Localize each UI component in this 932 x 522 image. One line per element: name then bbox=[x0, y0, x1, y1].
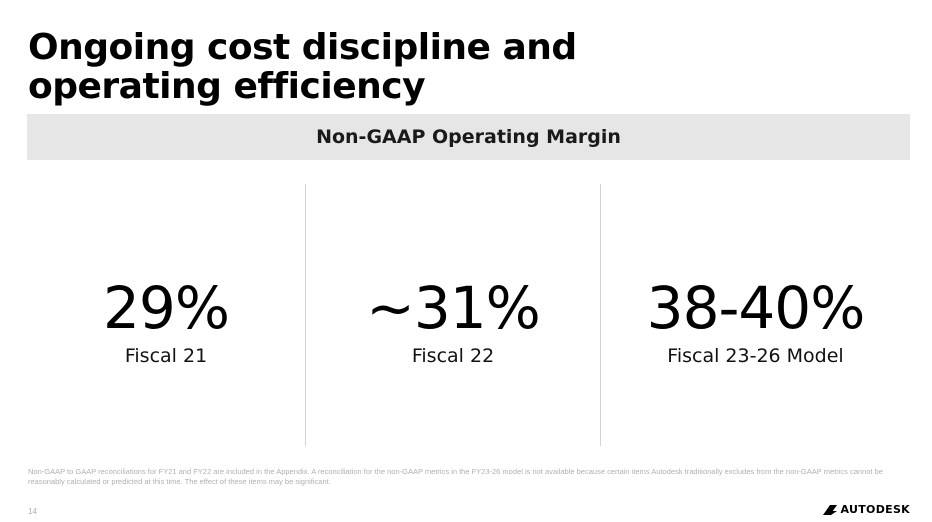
brand-name: AUTODESK bbox=[840, 503, 910, 516]
brand-logo: AUTODESK bbox=[822, 503, 910, 516]
metric-value: 29% bbox=[103, 274, 230, 342]
metric-fiscal-21: 29% Fiscal 21 bbox=[27, 272, 305, 368]
footnote: Non-GAAP to GAAP reconciliations for FY2… bbox=[28, 467, 883, 486]
title-line-1: Ongoing cost discipline and bbox=[28, 27, 577, 68]
metric-label: Fiscal 22 bbox=[411, 345, 495, 367]
metric-label: Fiscal 21 bbox=[124, 345, 208, 367]
page-number: 14 bbox=[28, 507, 37, 516]
column-divider-2 bbox=[600, 184, 601, 446]
metric-value: 38-40% bbox=[646, 274, 866, 342]
metric-fiscal-22: ~31% Fiscal 22 bbox=[306, 272, 600, 368]
page-title: Ongoing cost discipline and operating ef… bbox=[28, 28, 728, 106]
column-divider-1 bbox=[305, 184, 306, 446]
metric-fiscal-23-26: 38-40% Fiscal 23-26 Model bbox=[601, 272, 910, 368]
section-band: Non-GAAP Operating Margin bbox=[27, 114, 910, 160]
metric-value: ~31% bbox=[366, 274, 541, 342]
title-line-2: operating efficiency bbox=[28, 66, 426, 107]
band-label: Non-GAAP Operating Margin bbox=[316, 126, 621, 148]
metric-label: Fiscal 23-26 Model bbox=[667, 345, 844, 367]
autodesk-logo-icon bbox=[822, 504, 837, 515]
